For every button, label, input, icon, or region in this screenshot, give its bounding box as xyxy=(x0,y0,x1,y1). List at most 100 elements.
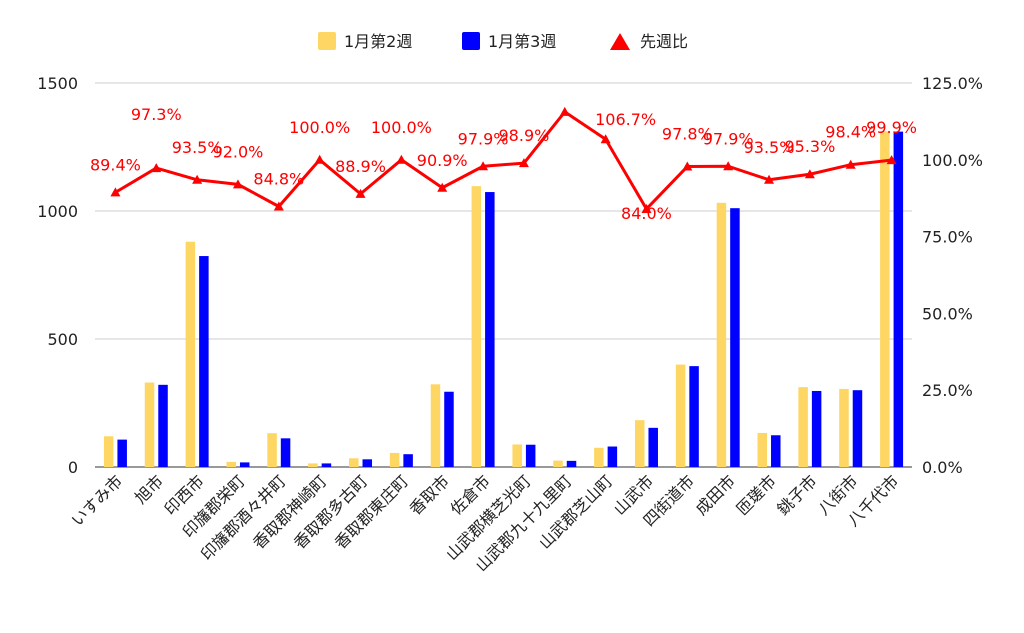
ratio-data-label: 84.8% xyxy=(253,169,304,188)
x-category-label: 旭市 xyxy=(131,471,167,507)
bar-week3 xyxy=(566,460,577,467)
y-right-tick-label: 100.0% xyxy=(922,151,983,170)
ratio-marker xyxy=(273,201,284,211)
ratio-data-label: 100.0% xyxy=(371,118,432,137)
bar-week3 xyxy=(525,444,536,467)
ratio-data-label: 89.4% xyxy=(90,155,141,174)
bar-week2 xyxy=(675,364,686,467)
ratio-marker xyxy=(314,154,325,164)
bar-week3 xyxy=(893,131,904,467)
ratio-data-label: 93.5% xyxy=(744,138,795,157)
ratio-marker xyxy=(723,161,734,171)
ratio-marker xyxy=(804,169,815,179)
ratio-data-label: 100.0% xyxy=(289,118,350,137)
ratio-marker xyxy=(478,161,489,171)
y-right-tick-label: 125.0% xyxy=(922,74,983,93)
bar-week3 xyxy=(444,391,454,467)
bar-week2 xyxy=(144,382,155,467)
ratio-data-label: 92.0% xyxy=(213,142,264,161)
x-category-label: 成田市 xyxy=(692,471,739,518)
ratio-marker xyxy=(396,154,407,164)
bar-week3 xyxy=(158,384,168,467)
bar-week3 xyxy=(689,366,699,467)
ratio-data-label: 98.9% xyxy=(499,126,550,145)
bar-week3 xyxy=(648,427,658,467)
bar-week2 xyxy=(471,186,482,467)
bar-week2 xyxy=(798,387,808,467)
legend-label-week3: 1月第3週 xyxy=(488,32,556,51)
ratio-marker xyxy=(641,203,652,213)
bar-week3 xyxy=(362,459,373,467)
y-left-tick-label: 500 xyxy=(47,330,78,349)
ratio-marker xyxy=(355,188,366,198)
bar-week2 xyxy=(349,458,359,467)
bar-week3 xyxy=(321,463,332,467)
bar-week2 xyxy=(553,460,563,467)
x-category-label: いすみ市 xyxy=(68,471,127,530)
ratio-data-label: 93.5% xyxy=(172,138,223,157)
bar-week3 xyxy=(730,208,740,467)
ratio-marker xyxy=(600,134,611,144)
bar-week2 xyxy=(716,202,727,468)
ratio-marker xyxy=(559,106,570,116)
ratio-marker xyxy=(764,174,775,184)
ratio-marker xyxy=(845,159,856,169)
bar-week2 xyxy=(512,444,522,467)
ratio-data-label: 97.3% xyxy=(131,105,182,124)
y-left-tick-label: 1500 xyxy=(37,74,78,93)
bar-week3 xyxy=(117,439,127,467)
bar-week2 xyxy=(103,436,114,467)
legend-swatch-week2 xyxy=(318,32,336,50)
ratio-data-label: 97.9% xyxy=(703,129,754,148)
x-category-label: 銚子市 xyxy=(773,471,820,518)
ratio-data-label: 98.4% xyxy=(825,123,876,142)
bar-week2 xyxy=(267,433,277,467)
bar-week3 xyxy=(811,390,822,467)
ratio-marker xyxy=(151,163,162,173)
bar-week3 xyxy=(280,438,291,467)
ratio-line xyxy=(114,110,892,211)
ratio-marker xyxy=(437,182,448,192)
ratio-data-label: 97.9% xyxy=(458,129,509,148)
ratio-data-label: 106.7% xyxy=(595,110,656,129)
ratio-data-label: 84.0% xyxy=(621,204,672,223)
bar-week3 xyxy=(403,454,413,467)
legend-label-ratio: 先週比 xyxy=(640,32,688,51)
x-category-label: 匝瑳市 xyxy=(732,471,779,518)
bar-week2 xyxy=(308,463,318,467)
ratio-marker xyxy=(232,179,243,189)
bar-week2 xyxy=(839,388,849,467)
bar-week2 xyxy=(185,241,196,467)
bar-week2 xyxy=(430,384,441,467)
y-left-tick-label: 1000 xyxy=(37,202,78,221)
ratio-marker xyxy=(886,155,897,165)
ratio-marker xyxy=(518,158,529,168)
ratio-data-label: 90.9% xyxy=(417,151,468,170)
bar-week3 xyxy=(199,256,209,467)
bar-week2 xyxy=(634,420,645,467)
y-right-tick-label: 50.0% xyxy=(922,304,973,323)
legend-swatch-week3 xyxy=(462,32,480,50)
legend-label-week2: 1月第2週 xyxy=(344,32,412,51)
x-category-label: 香取市 xyxy=(406,471,453,518)
ratio-marker xyxy=(110,187,121,197)
ratio-data-label: 99.9% xyxy=(866,118,917,137)
ratio-marker xyxy=(682,161,693,171)
y-left-tick-label: 0 xyxy=(68,458,78,477)
bar-week2 xyxy=(389,452,400,467)
y-right-tick-label: 25.0% xyxy=(922,381,973,400)
bar-week3 xyxy=(771,435,781,467)
bar-week3 xyxy=(852,390,863,467)
y-right-tick-label: 0.0% xyxy=(922,458,963,477)
legend-marker-ratio xyxy=(610,33,630,50)
bar-week3 xyxy=(607,446,618,467)
ratio-marker xyxy=(192,174,203,184)
bar-week2 xyxy=(594,447,604,467)
bar-week3 xyxy=(239,462,250,467)
bar-week2 xyxy=(226,461,236,467)
bar-week3 xyxy=(485,192,495,467)
bar-week2 xyxy=(880,131,890,467)
bar-week2 xyxy=(757,432,768,467)
ratio-data-label: 88.9% xyxy=(335,157,386,176)
